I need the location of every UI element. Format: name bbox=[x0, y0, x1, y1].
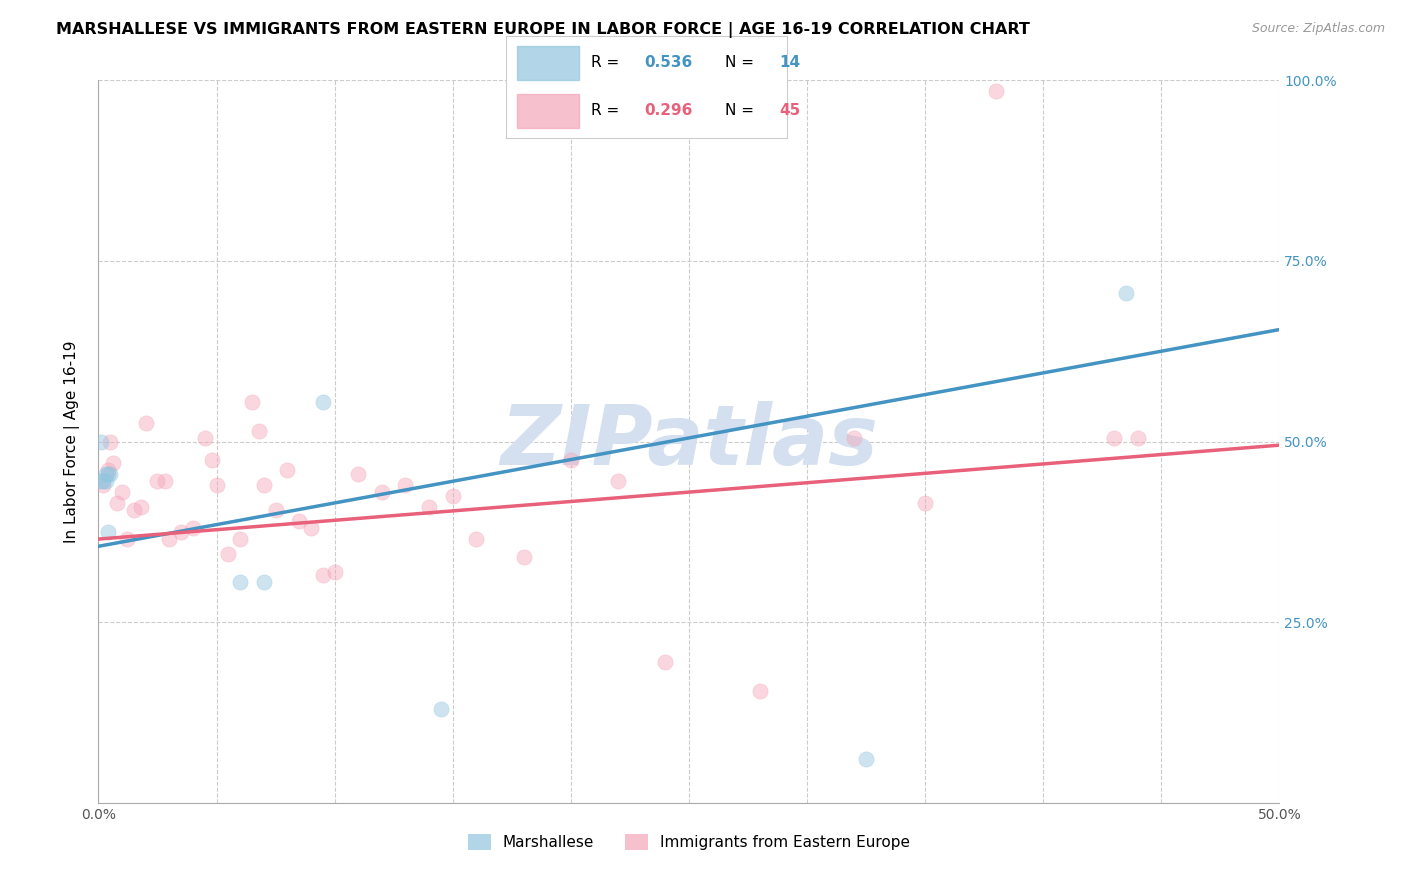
Point bbox=[1102, 431, 1125, 445]
Point bbox=[97, 467, 120, 481]
Text: MARSHALLESE VS IMMIGRANTS FROM EASTERN EUROPE IN LABOR FORCE | AGE 16-19 CORRELA: MARSHALLESE VS IMMIGRANTS FROM EASTERN E… bbox=[56, 22, 1031, 38]
Point bbox=[201, 452, 224, 467]
Point bbox=[157, 532, 180, 546]
Point bbox=[101, 456, 124, 470]
Text: ZIPatlas: ZIPatlas bbox=[501, 401, 877, 482]
Point bbox=[465, 532, 488, 546]
Text: N =: N = bbox=[725, 103, 759, 118]
Point bbox=[253, 575, 276, 590]
Point bbox=[312, 394, 335, 409]
Point bbox=[205, 478, 228, 492]
Text: Source: ZipAtlas.com: Source: ZipAtlas.com bbox=[1251, 22, 1385, 36]
Text: 14: 14 bbox=[779, 54, 800, 70]
Bar bbox=[517, 45, 579, 79]
Point bbox=[90, 475, 112, 489]
Text: R =: R = bbox=[591, 103, 624, 118]
Point bbox=[323, 565, 346, 579]
Point bbox=[94, 467, 117, 481]
Legend: Marshallese, Immigrants from Eastern Europe: Marshallese, Immigrants from Eastern Eur… bbox=[461, 829, 917, 856]
Text: 45: 45 bbox=[779, 103, 800, 118]
Point bbox=[122, 503, 145, 517]
Point bbox=[146, 475, 169, 489]
Point bbox=[512, 550, 534, 565]
Point bbox=[430, 702, 453, 716]
Point bbox=[170, 524, 193, 539]
Point bbox=[91, 475, 114, 489]
Point bbox=[371, 485, 394, 500]
Text: 0.536: 0.536 bbox=[644, 54, 692, 70]
Point bbox=[129, 500, 152, 514]
Text: N =: N = bbox=[725, 54, 759, 70]
Point bbox=[347, 467, 370, 481]
Bar bbox=[517, 95, 579, 128]
Point bbox=[217, 547, 239, 561]
Point bbox=[441, 489, 464, 503]
Point bbox=[247, 424, 270, 438]
Point bbox=[97, 524, 120, 539]
Point bbox=[914, 496, 936, 510]
Point bbox=[153, 475, 176, 489]
Point bbox=[1115, 286, 1137, 301]
Point bbox=[94, 475, 117, 489]
Text: R =: R = bbox=[591, 54, 624, 70]
Point bbox=[844, 431, 866, 445]
Point bbox=[276, 463, 298, 477]
Point bbox=[560, 452, 582, 467]
Point bbox=[394, 478, 416, 492]
Point bbox=[748, 683, 770, 698]
Point bbox=[240, 394, 263, 409]
Point bbox=[229, 532, 252, 546]
Point bbox=[115, 532, 138, 546]
Point bbox=[90, 434, 112, 449]
Point bbox=[181, 521, 204, 535]
Point bbox=[229, 575, 252, 590]
Point bbox=[607, 475, 630, 489]
Point bbox=[299, 521, 322, 535]
Point bbox=[98, 467, 121, 481]
Point bbox=[654, 655, 676, 669]
Text: 0.296: 0.296 bbox=[644, 103, 692, 118]
Point bbox=[418, 500, 440, 514]
Point bbox=[984, 84, 1007, 98]
Y-axis label: In Labor Force | Age 16-19: In Labor Force | Age 16-19 bbox=[63, 340, 80, 543]
Point bbox=[194, 431, 217, 445]
Point bbox=[312, 568, 335, 582]
Point bbox=[105, 496, 128, 510]
Point bbox=[264, 503, 287, 517]
Point bbox=[97, 463, 120, 477]
Point bbox=[135, 417, 157, 431]
Point bbox=[91, 478, 114, 492]
Point bbox=[855, 752, 877, 766]
Point bbox=[253, 478, 276, 492]
Point bbox=[1126, 431, 1149, 445]
Point bbox=[98, 434, 121, 449]
Point bbox=[111, 485, 134, 500]
Point bbox=[288, 514, 311, 528]
